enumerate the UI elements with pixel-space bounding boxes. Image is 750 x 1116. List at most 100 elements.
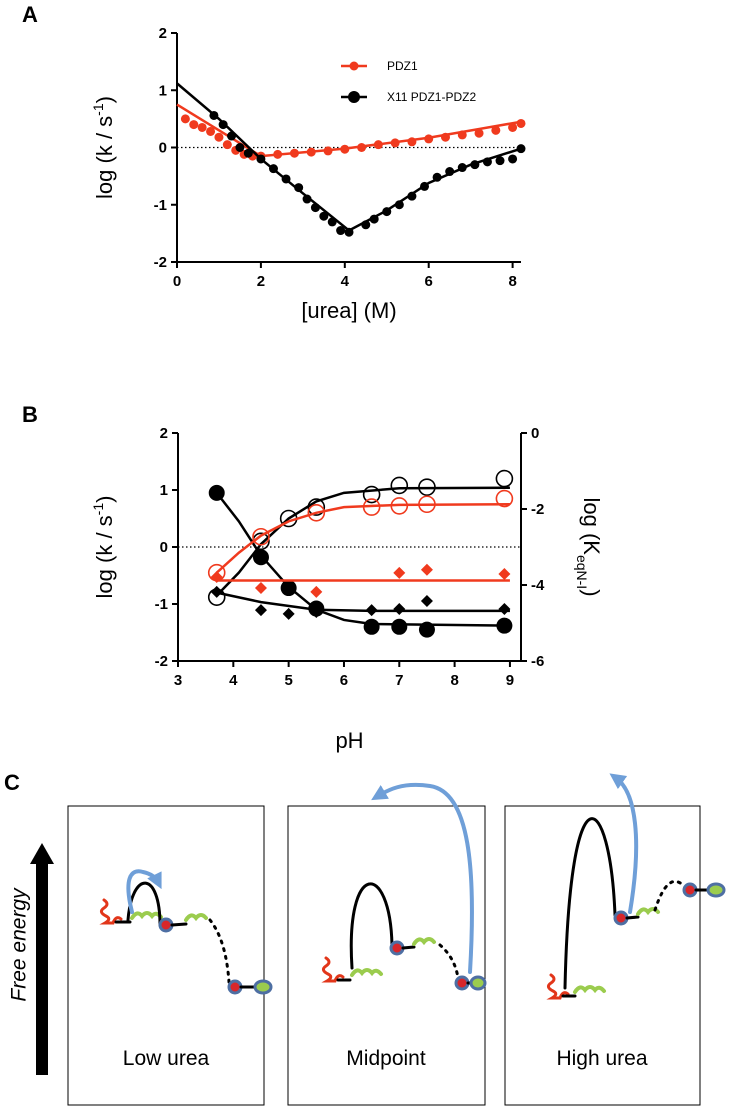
point — [393, 566, 406, 579]
point — [373, 140, 383, 150]
point — [310, 585, 323, 598]
fit-line — [215, 486, 510, 597]
y-axis-label-tail: ) — [92, 96, 117, 103]
y-tick-label: 1 — [159, 82, 167, 99]
fit-line — [215, 503, 510, 574]
point — [418, 495, 436, 514]
point — [344, 227, 354, 237]
y-axis-label: log (k / s-1) — [90, 496, 117, 599]
y2-axis-label-text: log (K — [579, 497, 604, 555]
point — [420, 181, 430, 191]
point — [390, 497, 409, 515]
point — [440, 132, 450, 142]
point — [394, 200, 404, 210]
point — [445, 167, 455, 177]
x-tick-label: 8 — [450, 672, 458, 689]
point — [282, 607, 295, 620]
energy-diagram — [99, 869, 273, 995]
energy-arrow-head — [30, 843, 54, 864]
point — [491, 125, 501, 135]
energy-diagram — [321, 783, 487, 991]
point — [369, 214, 379, 224]
point — [357, 143, 367, 152]
y-axis-label-sup: -1 — [90, 503, 106, 516]
y2-tick-label: -4 — [531, 577, 545, 594]
point — [390, 476, 409, 495]
point — [252, 549, 269, 566]
point — [252, 527, 270, 546]
point — [214, 132, 224, 142]
box-label: High urea — [556, 1047, 647, 1070]
point — [209, 110, 219, 120]
y2-axis-label: log (KeqN-I) — [574, 497, 604, 596]
point — [280, 580, 297, 597]
y-tick-label: -1 — [154, 197, 167, 214]
panel-label: B — [22, 402, 38, 427]
y-tick-label: -2 — [155, 653, 168, 670]
point — [323, 146, 333, 156]
box — [287, 805, 486, 1106]
point — [495, 489, 514, 508]
point — [289, 148, 299, 158]
point — [457, 163, 467, 173]
point — [243, 148, 253, 158]
legend-label: PDZ1 — [387, 59, 418, 73]
panel-label: A — [22, 2, 38, 27]
y-tick-label: -1 — [155, 596, 168, 613]
y2-axis-label-sub: eqN-I — [574, 555, 590, 589]
y-tick-label: 1 — [160, 482, 168, 499]
box-label: Midpoint — [346, 1047, 426, 1070]
point — [307, 498, 326, 516]
x-tick-label: 3 — [174, 672, 182, 689]
y2-tick-label: -2 — [531, 501, 544, 518]
point — [482, 157, 492, 167]
legend-marker — [348, 91, 360, 103]
point — [306, 147, 316, 157]
y-tick-label: 2 — [160, 425, 168, 442]
y-tick-label: 0 — [159, 140, 167, 157]
point — [361, 220, 371, 230]
point — [210, 585, 223, 598]
point — [508, 122, 518, 132]
point — [495, 156, 505, 166]
point — [336, 226, 346, 236]
legend-marker — [349, 61, 359, 71]
point — [340, 144, 350, 154]
legend-label: X11 PDZ1-PDZ2 — [387, 90, 476, 104]
point — [206, 126, 216, 136]
point — [302, 194, 312, 204]
point — [390, 138, 400, 148]
y-tick-label: 2 — [159, 25, 167, 42]
y2-tick-label: -6 — [531, 653, 544, 670]
x-tick-label: 8 — [508, 273, 516, 290]
point — [307, 503, 326, 522]
point — [391, 618, 408, 635]
point — [254, 582, 267, 595]
x-tick-label: 4 — [229, 672, 238, 689]
point — [432, 172, 442, 182]
x-tick-label: 7 — [395, 672, 403, 689]
point — [424, 134, 434, 144]
point — [470, 160, 480, 170]
point — [365, 604, 378, 617]
point — [495, 469, 514, 488]
point — [420, 563, 433, 576]
point — [197, 122, 207, 132]
point — [362, 485, 381, 504]
y-axis-label-sup: -1 — [90, 103, 106, 116]
point — [310, 605, 323, 618]
x-axis-label: pH — [335, 728, 363, 753]
x-axis-label: [urea] (M) — [301, 298, 396, 323]
y-tick-label: -2 — [154, 254, 167, 271]
point — [319, 211, 329, 221]
y-axis-label: log (k / s-1) — [90, 96, 117, 199]
point — [189, 120, 199, 130]
point — [474, 128, 484, 138]
point — [235, 143, 245, 152]
panel-c: C Free energy Low urea Midpoint High ure… — [4, 770, 726, 1106]
point — [393, 602, 406, 615]
point — [256, 154, 266, 164]
